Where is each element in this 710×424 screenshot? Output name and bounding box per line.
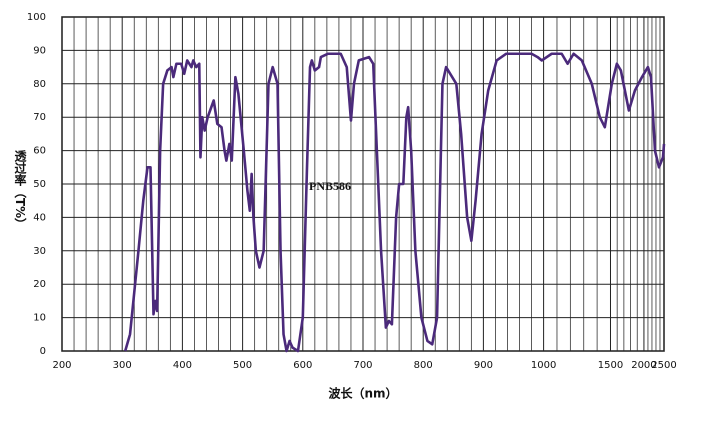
x-tick-label: 800 — [414, 360, 433, 371]
x-tick-label: 700 — [353, 360, 372, 371]
chart-title: PNB586 — [309, 179, 351, 193]
y-tick-label: 10 — [33, 313, 46, 324]
x-tick-label: 500 — [233, 360, 252, 371]
x-tick-label: 2500 — [651, 360, 676, 371]
x-tick-label: 1500 — [598, 360, 623, 371]
y-tick-label: 0 — [40, 346, 46, 357]
y-tick-label: 100 — [27, 12, 46, 23]
x-tick-label: 1000 — [531, 360, 556, 371]
y-axis-label: 透过率（T%） — [13, 149, 27, 230]
y-tick-label: 20 — [33, 279, 46, 290]
grid — [61, 16, 665, 352]
data-line — [123, 52, 666, 353]
y-tick-label: 60 — [33, 146, 46, 157]
x-tick-label: 2000 — [631, 360, 656, 371]
x-axis-label: 波长（nm） — [328, 386, 397, 401]
y-tick-label: 30 — [33, 246, 46, 257]
x-tick-label: 400 — [173, 360, 192, 371]
y-tick-label: 70 — [33, 112, 46, 123]
y-tick-label: 50 — [33, 179, 46, 190]
y-tick-label: 80 — [33, 79, 46, 90]
x-tick-label: 300 — [113, 360, 132, 371]
x-tick-label: 900 — [474, 360, 493, 371]
y-tick-label: 40 — [33, 212, 46, 223]
y-tick-label: 90 — [33, 45, 46, 56]
x-tick-label: 200 — [52, 360, 71, 371]
x-tick-label: 600 — [293, 360, 312, 371]
